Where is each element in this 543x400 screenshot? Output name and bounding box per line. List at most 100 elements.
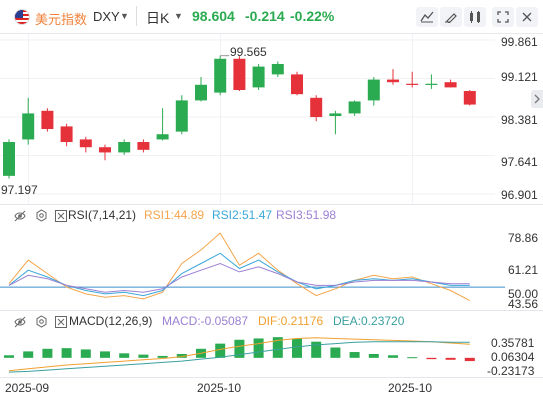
current-price: 98.604 [192, 8, 235, 24]
divider [136, 6, 137, 26]
rsi-y-label: 50.00 [508, 287, 539, 301]
pen-tool-icon[interactable] [440, 7, 462, 27]
candle-body [329, 113, 342, 117]
price-change: -0.214 [245, 8, 285, 24]
top-bar: 美元指数 DXY ▼ 日K ▼ 98.604 -0.214 -0.22% [0, 0, 543, 34]
settings-gear-icon[interactable] [35, 209, 48, 222]
rsi1-line [8, 232, 471, 302]
candle-body [99, 147, 111, 153]
x-label: 2025-10 [197, 381, 242, 395]
symbol-dropdown-icon[interactable]: ▼ [120, 11, 129, 21]
macd-bar [80, 349, 91, 358]
candle-body [252, 66, 265, 88]
y-label: 96.901 [501, 188, 538, 202]
candle-body [367, 79, 380, 101]
macd-bar [4, 355, 14, 358]
macd-y-label: 0.06304 [491, 350, 535, 364]
candle-body [195, 84, 207, 101]
candle-body [387, 79, 399, 83]
y-label: 97.641 [501, 155, 538, 169]
macd-bar [253, 338, 264, 358]
dea-line [8, 341, 470, 373]
candle-body [22, 113, 35, 140]
us-flag-icon [14, 9, 30, 25]
macd-bar [23, 351, 34, 358]
hide-eye-icon[interactable] [14, 210, 26, 222]
dif-line [8, 337, 470, 372]
macd-bar [157, 355, 168, 358]
candle-body [3, 142, 15, 176]
macd-bar [42, 348, 53, 358]
period-selector[interactable]: 日K [146, 10, 170, 26]
side-panel-toggle[interactable] [531, 90, 543, 108]
macd-y-label: 0.35781 [491, 336, 535, 350]
macd-bar [426, 357, 437, 360]
candle-body [406, 83, 419, 85]
settings-gear-icon[interactable] [35, 315, 48, 328]
compare-icon[interactable] [464, 7, 486, 27]
candle-body [348, 101, 361, 114]
candle-body [41, 110, 54, 130]
candle-body [118, 142, 131, 153]
close-icon[interactable] [516, 7, 538, 27]
rsi-y-label: 43.56 [508, 297, 539, 311]
line-tool-icon[interactable] [416, 7, 438, 27]
candle-body [233, 58, 246, 90]
pane-divider [0, 204, 543, 205]
macd-bar [272, 337, 283, 358]
y-label: 99.121 [501, 70, 538, 84]
close-indicator-icon[interactable] [55, 210, 67, 222]
hide-eye-icon[interactable] [14, 316, 26, 328]
close-indicator-icon[interactable] [55, 316, 67, 328]
macd-bar [100, 351, 110, 358]
macd-bar [368, 353, 379, 358]
low-price-label: 97.197 [1, 183, 38, 197]
instrument-symbol[interactable]: DXY [93, 9, 120, 24]
price-change-pct: -0.22% [290, 8, 335, 24]
dea-value: DEA:0.23720 [333, 314, 405, 328]
macd-chart[interactable] [0, 330, 543, 376]
candle-body [291, 74, 303, 95]
y-label: 98.381 [501, 113, 538, 127]
rsi-title: RSI(7,14,21) [68, 208, 137, 222]
pane-divider [0, 377, 543, 378]
macd-bar [176, 353, 187, 358]
candle-body [156, 134, 169, 140]
candle-body [463, 91, 476, 105]
high-price-label: 99.565 [230, 45, 267, 59]
candle-body [425, 83, 438, 85]
candle-body [271, 63, 284, 75]
macd-bar [215, 343, 226, 358]
macd-bar [388, 355, 398, 358]
macd-bar [330, 347, 341, 358]
rsi-y-label: 61.21 [508, 263, 539, 277]
pane-divider [0, 310, 543, 311]
dif-value: DIF:0.21176 [258, 314, 324, 328]
macd-value: MACD:-0.05087 [162, 314, 249, 328]
macd-bar [138, 354, 149, 358]
candle-body [175, 100, 188, 132]
candle-body [214, 58, 227, 93]
instrument-name[interactable]: 美元指数 [35, 12, 88, 27]
rsi3-line [8, 262, 470, 293]
candle-body [137, 142, 150, 150]
macd-bar [119, 353, 130, 358]
rsi3-value: RSI3:51.98 [276, 208, 337, 222]
fullscreen-icon[interactable] [492, 7, 514, 27]
macd-bar [311, 341, 322, 358]
rsi2-value: RSI2:51.47 [212, 208, 273, 222]
macd-bar [464, 357, 475, 362]
macd-bar [407, 357, 418, 359]
x-label: 2025-09 [5, 381, 50, 395]
y-label: 99.861 [501, 35, 538, 49]
rsi1-value: RSI1:44.89 [144, 208, 205, 222]
candle-body [79, 139, 92, 148]
candlestick-chart[interactable] [0, 34, 543, 204]
x-label: 2025-10 [388, 381, 433, 395]
macd-y-label: -0.23173 [487, 364, 535, 378]
period-dropdown-icon[interactable]: ▼ [174, 11, 183, 21]
candle-body [444, 82, 457, 88]
macd-bar [349, 352, 360, 358]
rsi2-line [8, 252, 470, 297]
rsi-chart[interactable] [0, 224, 543, 308]
